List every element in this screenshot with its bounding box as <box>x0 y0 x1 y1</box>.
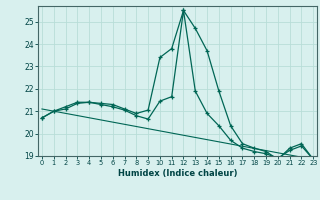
X-axis label: Humidex (Indice chaleur): Humidex (Indice chaleur) <box>118 169 237 178</box>
